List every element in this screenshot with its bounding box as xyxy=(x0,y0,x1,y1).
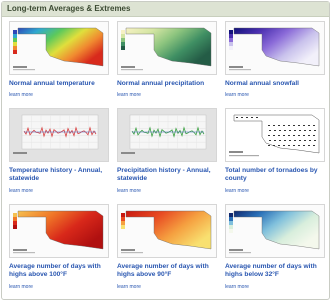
item-card: Normal annual precipitation learn more xyxy=(117,21,217,98)
item-card: Precipitation history - Annual, statewid… xyxy=(117,108,217,194)
thumbnail[interactable] xyxy=(225,108,325,162)
item-card: Average number of days with highs above … xyxy=(9,204,109,290)
item-card: Average number of days with highs above … xyxy=(117,204,217,290)
learn-more-link[interactable]: learn more xyxy=(117,284,217,290)
item-title[interactable]: Normal annual temperature xyxy=(9,80,109,88)
thumbnail[interactable] xyxy=(225,21,325,75)
thumbnail[interactable] xyxy=(9,108,109,162)
learn-more-link[interactable]: learn more xyxy=(225,188,325,194)
thumbnail[interactable] xyxy=(9,204,109,258)
thumbnail[interactable] xyxy=(117,21,217,75)
learn-more-link[interactable]: learn more xyxy=(225,92,325,98)
item-title[interactable]: Average number of days with highs above … xyxy=(9,263,109,280)
item-title[interactable]: Average number of days with highs below … xyxy=(225,263,325,280)
thumbnail[interactable] xyxy=(9,21,109,75)
thumbnail[interactable] xyxy=(117,108,217,162)
item-card: Total number of tornadoes by county learn… xyxy=(225,108,325,194)
item-title[interactable]: Temperature history - Annual, statewide xyxy=(9,167,109,184)
item-card: Normal annual temperature learn more xyxy=(9,21,109,98)
item-title[interactable]: Normal annual precipitation xyxy=(117,80,217,88)
learn-more-link[interactable]: learn more xyxy=(225,284,325,290)
item-card: Temperature history - Annual, statewide l… xyxy=(9,108,109,194)
item-title[interactable]: Normal annual snowfall xyxy=(225,80,325,88)
learn-more-link[interactable]: learn more xyxy=(117,188,217,194)
item-card: Average number of days with highs below … xyxy=(225,204,325,290)
thumbnail[interactable] xyxy=(225,204,325,258)
item-title[interactable]: Precipitation history - Annual, statewid… xyxy=(117,167,217,184)
panel-header: Long-term Averages & Extremes xyxy=(2,2,329,17)
learn-more-link[interactable]: learn more xyxy=(9,92,109,98)
item-title[interactable]: Average number of days with highs above … xyxy=(117,263,217,280)
item-card: Normal annual snowfall learn more xyxy=(225,21,325,98)
panel-title: Long-term Averages & Extremes xyxy=(7,4,130,13)
learn-more-link[interactable]: learn more xyxy=(117,92,217,98)
panel: Long-term Averages & Extremes Normal ann… xyxy=(1,1,330,300)
learn-more-link[interactable]: learn more xyxy=(9,284,109,290)
item-title[interactable]: Total number of tornadoes by county xyxy=(225,167,325,184)
thumbnail[interactable] xyxy=(117,204,217,258)
learn-more-link[interactable]: learn more xyxy=(9,188,109,194)
